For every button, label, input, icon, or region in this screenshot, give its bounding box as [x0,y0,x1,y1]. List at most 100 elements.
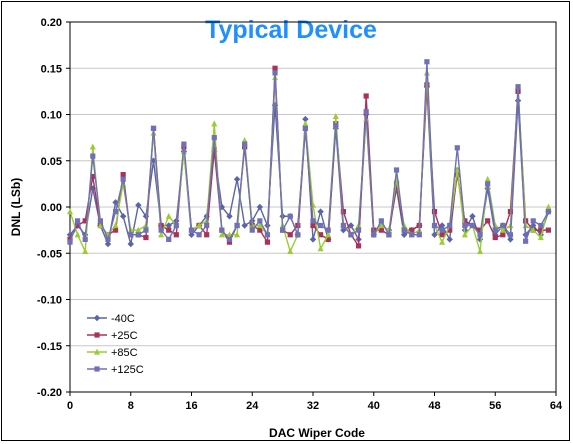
data-point [89,143,96,150]
data-point [165,222,172,229]
x-tick-label: 56 [489,400,501,412]
data-point [67,208,73,215]
data-point [545,203,552,210]
data-point [143,234,149,241]
data-point [409,232,415,238]
series-line [69,61,550,243]
data-point [340,222,346,229]
data-point [135,201,142,209]
data-point [447,222,453,229]
data-point [82,218,88,224]
series-3 [67,59,552,245]
data-point [249,227,255,233]
data-point [507,236,514,243]
data-point [188,231,195,238]
data-point [119,213,127,220]
x-tick-label: 32 [307,400,319,412]
data-point [446,236,453,243]
data-point [256,203,264,211]
data-point [120,172,126,178]
data-point [431,222,438,229]
data-point [89,185,96,192]
series-2 [67,69,552,254]
y-tick-label: -0.05 [37,248,62,260]
data-point [477,248,484,254]
data-point [538,227,544,233]
data-point [226,213,233,220]
data-point [166,236,172,242]
x-axis-ticks: 0 8 16 24 32 40 48 56 64 [67,392,563,412]
data-point [97,218,103,224]
data-point [523,238,529,244]
data-point [264,239,271,245]
data-point [158,227,164,233]
data-point [447,227,453,233]
data-point [112,227,119,233]
data-point [363,109,369,115]
data-point [347,222,355,229]
data-point [142,213,150,220]
data-point [256,222,263,229]
data-point [66,231,74,238]
data-point [204,232,210,238]
data-point [295,232,301,238]
data-point [150,125,157,131]
y-tick-label: -0.15 [37,341,62,353]
data-point [234,222,240,229]
data-point [378,222,385,229]
data-point [515,84,521,90]
data-point [67,236,73,242]
y-tick-label: -0.10 [37,295,62,307]
data-point [310,222,316,229]
data-point [545,227,552,233]
data-point [241,222,248,229]
data-point [309,236,317,243]
data-point [393,175,400,182]
legend-marker [94,332,100,338]
data-point [340,226,347,234]
data-point [188,227,195,233]
data-point [74,222,81,229]
data-point [82,236,88,242]
legend-item: -40C [87,313,135,325]
data-point [386,232,392,238]
data-point [105,236,111,242]
data-point [128,232,134,238]
legend-item: +25C [87,330,138,342]
data-point [287,213,293,219]
x-tick-label: 64 [550,400,563,412]
y-tick-label: -0.20 [37,387,62,399]
data-point [150,157,157,164]
data-point [530,218,536,224]
data-point [219,227,225,233]
data-point [485,218,491,224]
data-point [196,232,202,238]
data-point [401,227,407,233]
data-point [226,236,233,242]
data-point [492,222,499,229]
x-tick-label: 40 [368,400,380,412]
series-line [69,72,550,254]
data-point [355,243,362,249]
data-point [181,141,187,147]
data-point [469,222,476,229]
x-tick-label: 16 [185,400,197,412]
data-point [325,236,331,242]
data-point [469,213,476,220]
data-point [317,208,324,215]
data-point [438,222,446,229]
data-point [90,173,96,180]
data-point [492,234,498,241]
data-point [166,227,172,233]
data-point [416,232,422,238]
data-point [74,231,81,238]
data-point [173,222,179,229]
data-point [317,222,324,229]
data-point [461,231,468,238]
legend-label: -40C [111,313,135,325]
data-point [400,231,408,238]
y-tick-label: 0.00 [41,202,62,214]
data-point [302,115,309,123]
data-point [302,120,309,127]
data-point [477,232,483,238]
